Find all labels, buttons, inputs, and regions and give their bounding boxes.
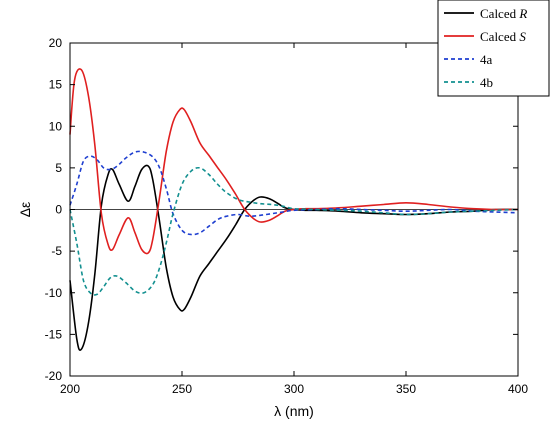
series-line-3 [69,150,519,236]
legend-label-3: 4a [480,52,493,67]
series-line-4 [69,166,519,296]
y-tick-label: 10 [49,119,63,133]
y-tick-label: 15 [49,78,63,92]
x-tick-label: 300 [284,382,304,396]
x-tick-label: 400 [508,382,528,396]
legend-label-4: 4b [480,75,493,90]
x-tick-label: 250 [172,382,192,396]
x-tick-label: 200 [60,382,80,396]
y-tick-label: -10 [45,286,63,300]
series-line-2 [69,68,519,255]
y-tick-label: -15 [45,327,63,341]
x-tick-label: 350 [396,382,416,396]
x-axis-label: λ (nm) [274,403,314,419]
series-layer [69,68,519,351]
y-tick-label: 5 [55,161,62,175]
legend-label-2: Calced S [480,29,526,44]
legend: Calced R Calced S 4a 4b [437,0,550,97]
y-tick-label: 20 [49,36,63,50]
y-tick-label: -5 [51,244,62,258]
series-line-1 [69,164,519,351]
legend-label-1: Calced R [480,6,527,21]
y-tick-label: -20 [45,369,63,383]
y-axis-label: Δε [17,202,33,218]
y-tick-label: 0 [55,203,62,217]
ticks-layer: 200 250 300 350 400 -20 -15 -10 -5 0 5 10 15 20 [45,36,529,396]
legend-box [437,0,550,97]
